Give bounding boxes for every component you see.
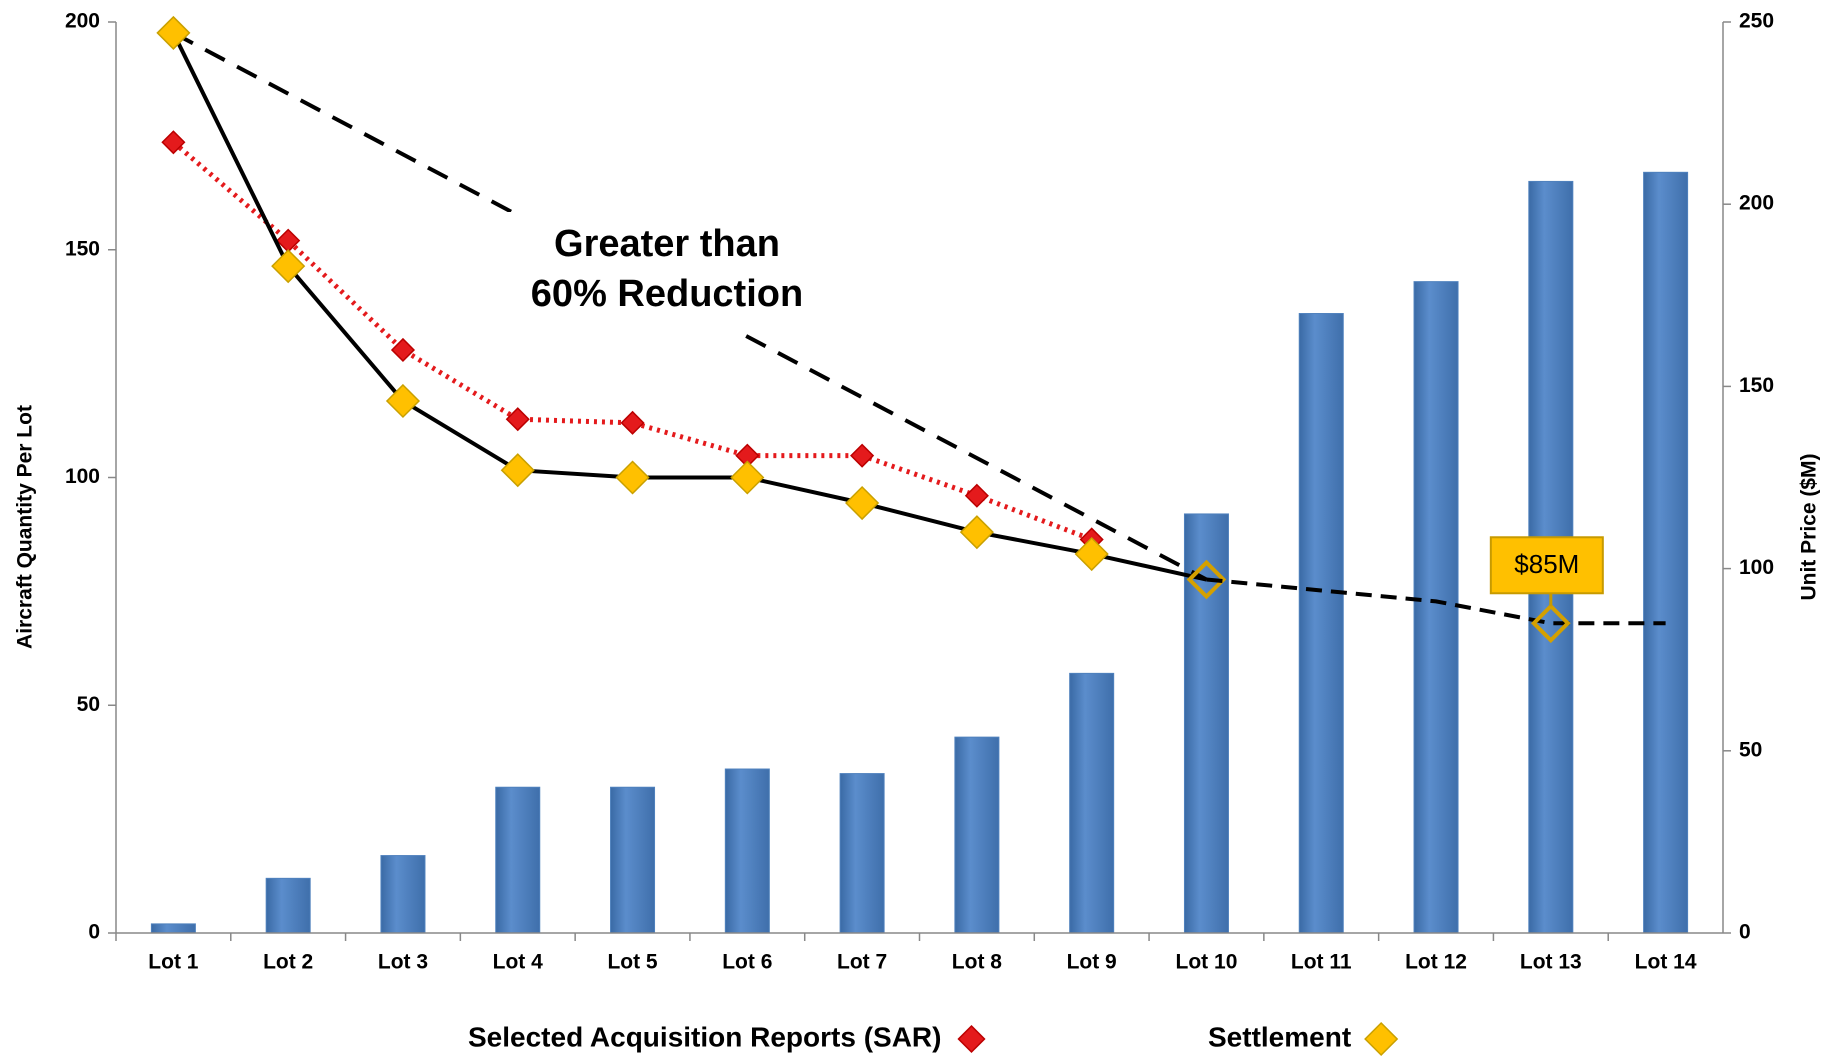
bar: [1069, 672, 1115, 934]
line: [1206, 577, 1666, 626]
marker: [161, 130, 186, 155]
x-tick-label: Lot 3: [378, 951, 428, 974]
annotation: 60% Reduction: [531, 273, 803, 315]
x-tick-label: Lot 13: [1520, 951, 1582, 974]
annotation-bg: [505, 212, 835, 332]
marker: [271, 249, 306, 284]
y2-tick-label: 150: [1739, 374, 1774, 397]
bar: [839, 773, 885, 934]
x-tick-label: Lot 11: [1291, 951, 1352, 974]
bar: [495, 786, 541, 934]
x-tick-label: Lot 8: [952, 951, 1002, 974]
x-tick-label: Lot 6: [722, 951, 772, 974]
marker-hollow: [1530, 603, 1571, 644]
legend-marker: [957, 1024, 986, 1054]
marker: [959, 515, 994, 550]
marker-hollow: [1186, 559, 1227, 600]
y-tick-label: 150: [65, 237, 100, 260]
x-tick-label: Lot 12: [1405, 951, 1467, 974]
bar: [724, 768, 770, 934]
line: [171, 140, 1093, 542]
bar: [610, 786, 656, 934]
x-tick-label: Lot 1: [148, 951, 198, 974]
marker: [385, 383, 421, 419]
marker: [505, 407, 530, 432]
marker: [1074, 536, 1109, 572]
marker: [615, 460, 650, 495]
legend-marker: [1364, 1021, 1399, 1057]
data-label: $85M: [1514, 549, 1579, 579]
y2-tick-label: 100: [1739, 556, 1774, 579]
marker: [500, 453, 535, 488]
bar: [380, 855, 426, 934]
marker: [156, 15, 191, 50]
callout-box: [1489, 536, 1604, 595]
marker: [964, 483, 989, 508]
legend-label: Selected Acquisition Reports (SAR): [468, 1021, 941, 1052]
bar: [265, 877, 311, 934]
y2-tick-label: 250: [1739, 10, 1774, 33]
legend-label: Settlement: [1208, 1021, 1351, 1052]
y2-tick-label: 200: [1739, 192, 1774, 215]
bar: [150, 923, 196, 934]
x-tick-label: Lot 7: [837, 951, 887, 974]
y2-tick-label: 50: [1739, 738, 1762, 761]
y-tick-label: 0: [88, 921, 100, 944]
bar: [954, 736, 1000, 934]
marker: [850, 443, 875, 468]
y-tick-label: 200: [65, 10, 100, 33]
y2-axis-title: Unit Price ($M): [1798, 453, 1821, 600]
x-tick-label: Lot 4: [493, 951, 543, 974]
y2-tick-label: 0: [1739, 921, 1751, 944]
x-tick-label: Lot 9: [1067, 951, 1117, 974]
annotation: Greater than: [554, 223, 780, 265]
bar: [1413, 281, 1459, 934]
bar: [1643, 171, 1689, 934]
x-tick-label: Lot 10: [1176, 951, 1238, 974]
marker: [730, 460, 765, 495]
x-tick-label: Lot 14: [1635, 951, 1697, 974]
x-tick-label: Lot 5: [607, 951, 657, 974]
bar: [1298, 313, 1344, 934]
marker: [390, 337, 416, 363]
y-axis-title: Aircraft Quantity Per Lot: [14, 405, 37, 649]
marker: [845, 485, 880, 521]
marker: [620, 410, 645, 435]
x-tick-label: Lot 2: [263, 951, 313, 974]
line: [171, 32, 1207, 582]
y-tick-label: 100: [65, 465, 100, 488]
y-tick-label: 50: [77, 693, 100, 716]
